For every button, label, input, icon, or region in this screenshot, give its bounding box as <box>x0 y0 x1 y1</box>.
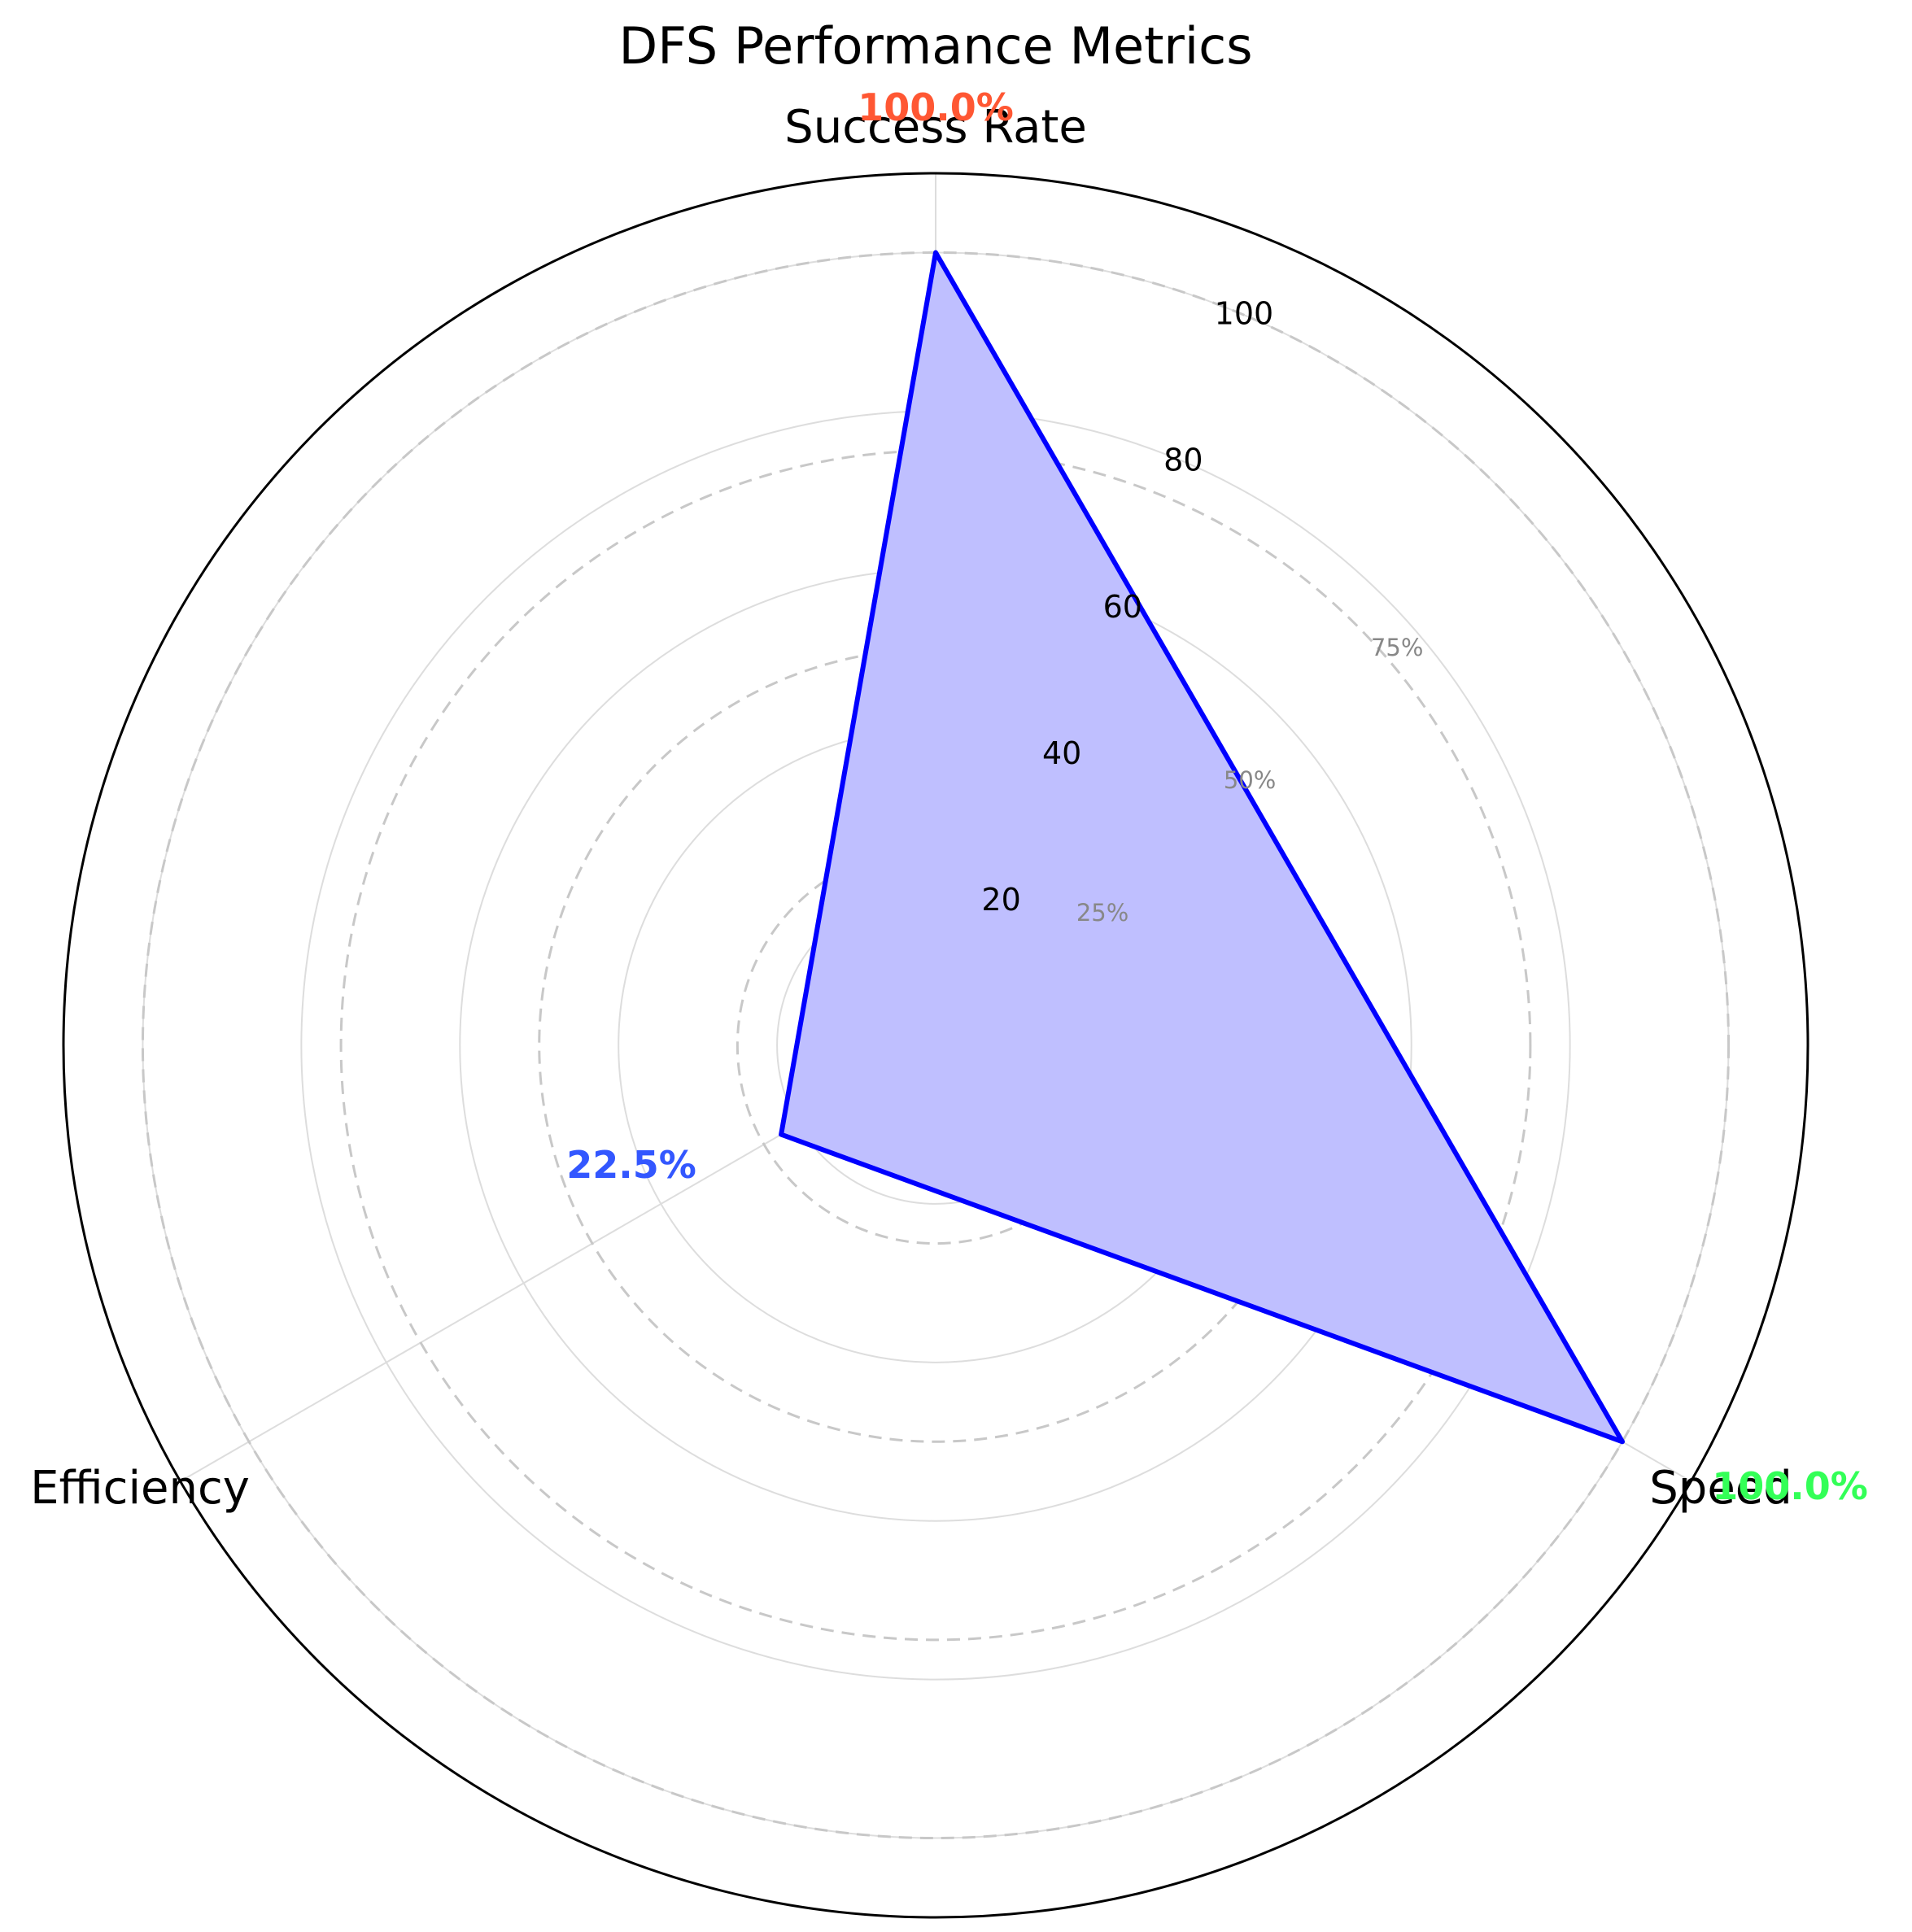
radial-tick-label: 80 <box>1163 443 1203 478</box>
reference-ring-label: 75% <box>1371 634 1423 661</box>
category-label: Efficiency <box>30 1462 250 1515</box>
category-label: Speed <box>1649 1462 1792 1515</box>
value-label: 22.5% <box>566 1143 696 1187</box>
category-label: Success Rate <box>784 101 1087 154</box>
chart-title: DFS Performance Metrics <box>618 16 1252 76</box>
reference-ring-label: 50% <box>1224 766 1276 794</box>
reference-ring-label: 25% <box>1076 899 1128 927</box>
value-label: 100.0% <box>1712 1464 1868 1508</box>
outer-frame <box>62 172 1809 1919</box>
radial-tick-label: 60 <box>1103 589 1142 625</box>
radial-tick-label: 100 <box>1215 296 1274 332</box>
label-layer: 20 40 60 80 100 25% 50% 75% Success Rate Speed Eff… <box>30 85 1868 1515</box>
series-fill <box>781 252 1622 1442</box>
radial-tick-label: 20 <box>981 882 1020 918</box>
series-line <box>779 250 1625 1445</box>
value-label: 100.0% <box>858 85 1014 129</box>
series-layer <box>779 250 1625 1445</box>
radial-tick-label: 40 <box>1042 735 1081 771</box>
